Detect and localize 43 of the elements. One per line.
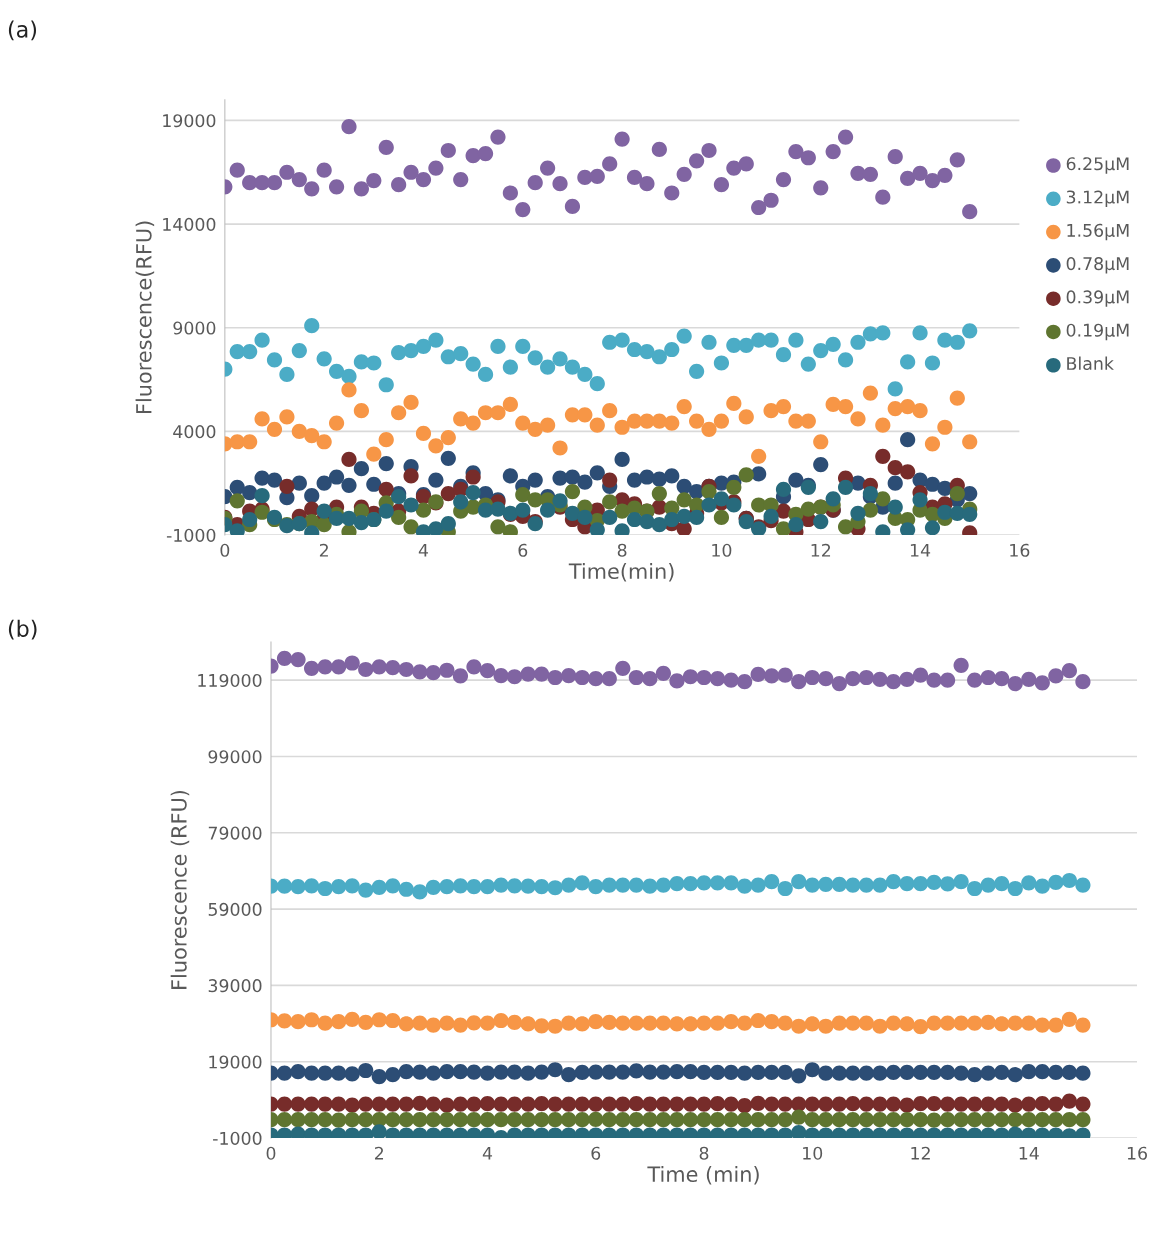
x-tick-label: 14 (910, 543, 931, 557)
legend-label: 6.25µM (1066, 157, 1129, 174)
x-tick-label: 2 (319, 543, 328, 557)
x-axis-title: Time (min) (647, 1165, 759, 1185)
x-tick-label: 16 (1010, 543, 1030, 557)
x-tick-label: 10 (712, 543, 732, 557)
x-tick-label: 0 (266, 1146, 276, 1160)
x-tick-label: 16 (1127, 1146, 1147, 1160)
x-tick-label: 12 (911, 1146, 930, 1160)
x-tick-label: 6 (591, 1146, 601, 1160)
legend-label: 1.56µM (1067, 223, 1129, 241)
x-tick-label: 2 (374, 1146, 384, 1160)
y-tick-label: 19000 (209, 1055, 262, 1069)
x-tick-label: 0 (220, 543, 230, 557)
x-tick-label: 4 (418, 543, 429, 557)
legend-label: 0.78µM (1066, 257, 1129, 274)
y-axis-title: Fluorescence(RFU) (135, 221, 155, 413)
legend-label: 0.19µM (1066, 323, 1129, 341)
x-tick-label: 12 (811, 543, 831, 557)
x-tick-label: 8 (617, 543, 627, 557)
x-tick-label: 8 (699, 1146, 709, 1160)
text: (b) (8, 619, 37, 640)
y-tick-label: -1000 (213, 1131, 262, 1145)
legend-label: 0.39µM (1066, 290, 1129, 307)
y-tick-label: 19000 (163, 114, 216, 128)
y-tick-label: 4000 (173, 425, 216, 439)
y-tick-label: 39000 (208, 979, 262, 993)
y-tick-label: -1000 (166, 528, 216, 542)
y-tick-label: 79000 (208, 826, 262, 840)
legend-label: Blank (1067, 356, 1114, 371)
y-tick-label: 119000 (198, 673, 262, 688)
x-tick-label: 10 (803, 1146, 823, 1160)
text: (a) (8, 20, 37, 41)
y-tick-label: 59000 (208, 902, 262, 916)
x-tick-label: 14 (1019, 1146, 1039, 1160)
y-tick-label: 99000 (208, 750, 262, 764)
y-axis-title: Fluorescence (RFU) (170, 790, 190, 989)
legend-label: 3.12µM (1066, 190, 1129, 207)
x-tick-label: 6 (518, 543, 528, 557)
x-axis-title: Time(min) (568, 562, 674, 582)
y-tick-label: 14000 (163, 217, 216, 231)
y-tick-label: 9000 (173, 321, 216, 335)
x-tick-label: 4 (482, 1146, 493, 1160)
